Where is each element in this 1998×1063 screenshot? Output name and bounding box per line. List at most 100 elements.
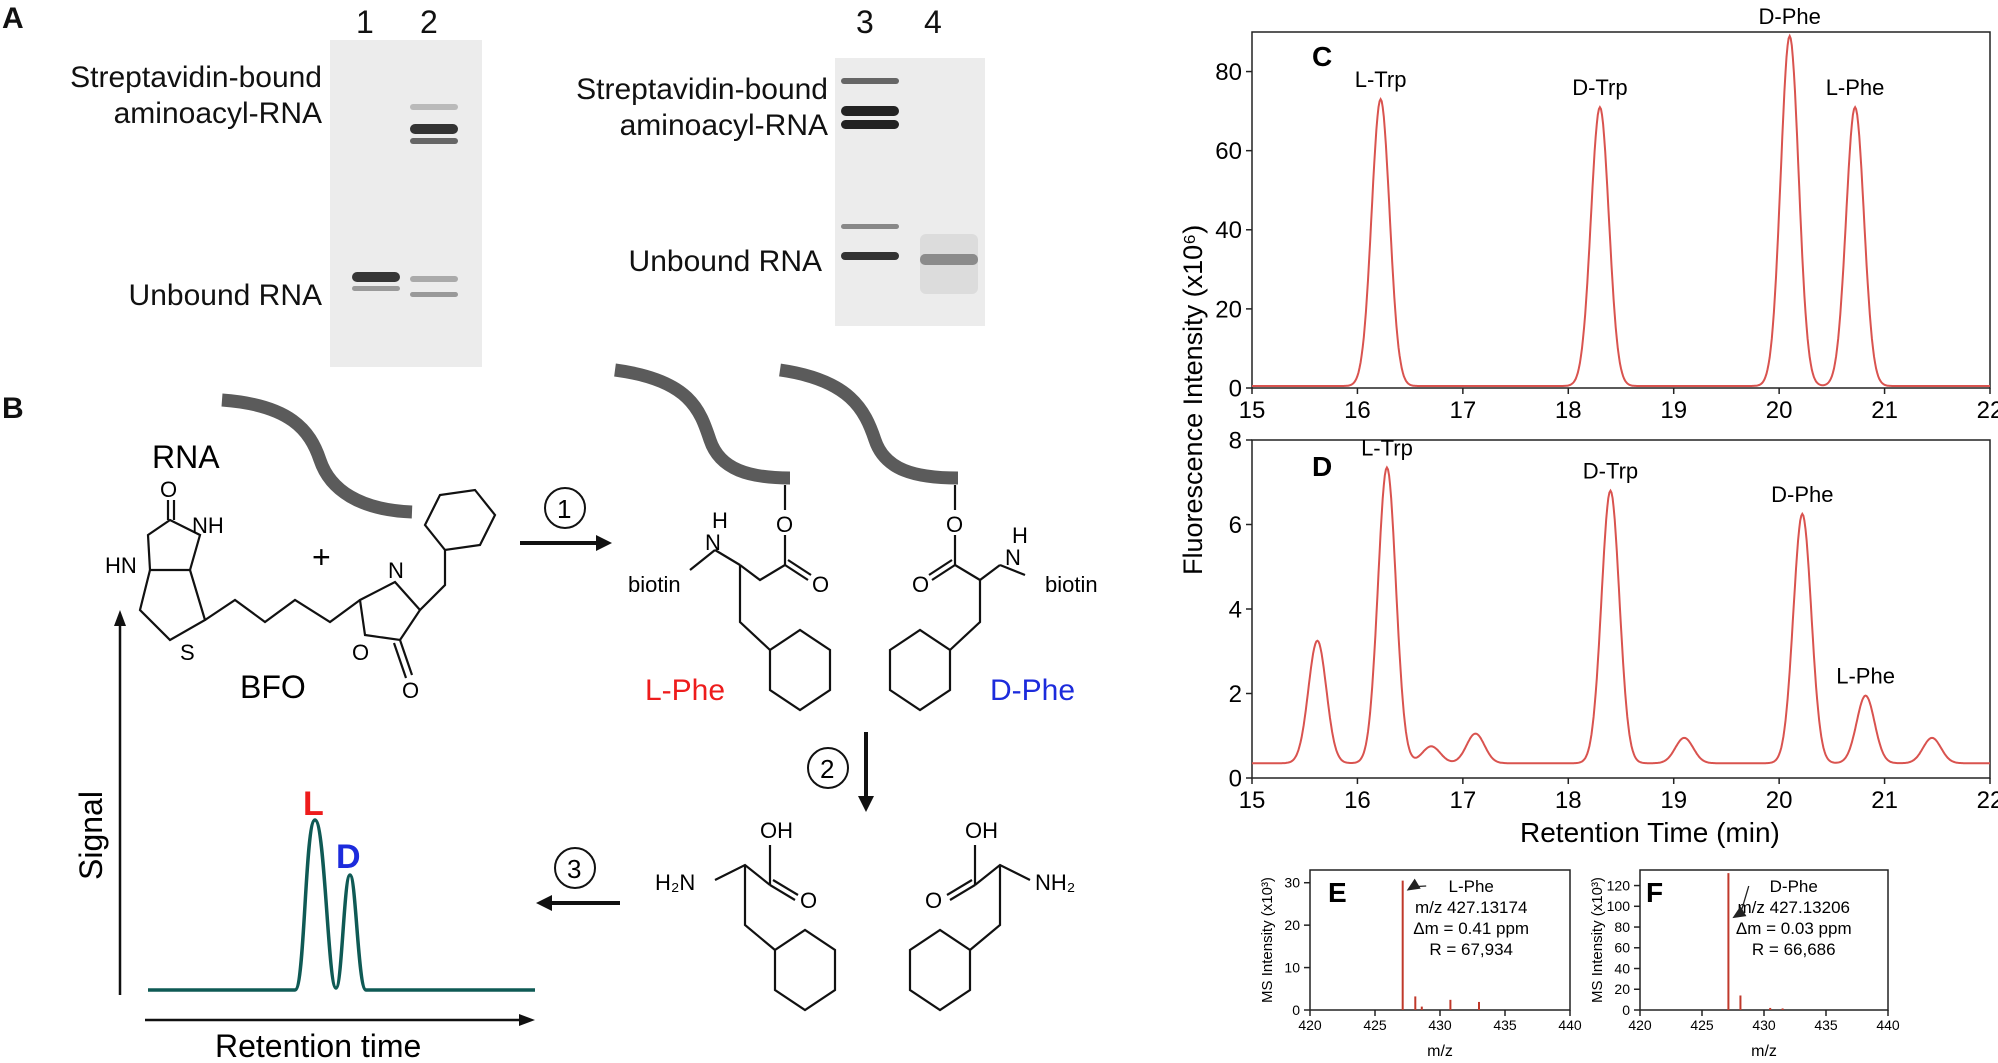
gel-left-bound-line2: aminoacyl-RNA (113, 97, 322, 130)
chart-f-ytick-label-0: 0 (1622, 1002, 1630, 1018)
chart-d-peak-label-1: L-Trp (1361, 435, 1413, 460)
chart-c-peak-label-2: D-Phe (1759, 4, 1821, 29)
chart-e-annotation-0: L-Phe (1449, 877, 1494, 896)
chart-e-ytick-label-3: 30 (1284, 875, 1300, 891)
chart-c-ytick-label-2: 40 (1215, 217, 1242, 244)
bfo-o-ring: O (352, 640, 369, 665)
chart-d-xtick-label-7: 22 (1977, 787, 1998, 814)
chart-c-peak-label-0: L-Trp (1355, 67, 1407, 92)
free-d-phe-structure (908, 845, 1031, 1012)
chart-c-xtick-label-3: 18 (1555, 397, 1582, 424)
cartoon-trace (148, 818, 535, 992)
chart-e-ylabel: MS Intensity (x10³) (1259, 877, 1276, 1003)
gel-right-bound-line1: Streptavidin-bound (576, 73, 828, 106)
chart-e-annotation-arrowhead (1406, 878, 1421, 891)
charts-svg: Fluorescence Intensity (x10⁶) Retention … (1178, 4, 1998, 1060)
band-lane4-smear (920, 234, 978, 294)
chart-f-annotation-3: R = 66,686 (1752, 940, 1836, 959)
gel-left-bound-line1: Streptavidin-bound (70, 61, 322, 94)
step2-number: 2 (820, 754, 834, 784)
bfo-s-atom: S (180, 640, 195, 665)
chart-f-ytick-label-5: 100 (1607, 898, 1631, 914)
band-lane2-unbound (410, 276, 458, 282)
chart-c-xtick-label-5: 20 (1766, 397, 1793, 424)
step3-number: 3 (567, 854, 581, 884)
rna-strand-product-d (779, 363, 959, 485)
chart-f-ytick-label-3: 60 (1614, 940, 1630, 956)
chart-c-ytick-label-0: 0 (1229, 375, 1242, 402)
chart-c-frame (1251, 31, 1991, 389)
band-lane3-unbound (841, 252, 899, 260)
step1-number: 1 (557, 494, 571, 524)
chart-d-xtick-label-6: 21 (1871, 787, 1898, 814)
l-ester-n: N (705, 530, 721, 555)
chart-f-annotation-1: m/z 427.13206 (1738, 898, 1850, 917)
chart-d-xtick-label-3: 18 (1555, 787, 1582, 814)
chart-e-xtick-label-4: 440 (1558, 1017, 1582, 1033)
chart-c-xtick-label-2: 17 (1450, 397, 1477, 424)
chart-d-xtick-label-5: 20 (1766, 787, 1793, 814)
bfo-n-atom: N (388, 558, 404, 583)
cartoon-xlabel: Retention time (215, 1028, 421, 1063)
lane-number-4: 4 (924, 4, 942, 40)
gel-right-bound-line2: aminoacyl-RNA (619, 109, 828, 142)
step1-circle (544, 487, 586, 529)
gel-left-unbound-label: Unbound RNA (128, 279, 322, 312)
chart-e-xlabel: m/z (1427, 1043, 1453, 1060)
chart-d-trace (1252, 465, 1990, 765)
bfo-o-carbonyl: O (402, 678, 419, 703)
free-l-phe-structure (714, 845, 837, 1012)
bfo-nh-atom: NH (192, 513, 224, 538)
chart-f-ytick-label-6: 120 (1607, 877, 1631, 893)
bfo-o-atom: O (160, 477, 177, 502)
d-ester-n: N (1005, 545, 1021, 570)
chart-d-peak-label-7: L-Phe (1836, 664, 1895, 689)
chart-c-xtick-label-7: 22 (1977, 397, 1998, 424)
chart-d-frame (1251, 439, 1991, 779)
d-ester-h: H (1012, 523, 1028, 548)
chart-c-ytick-label-4: 80 (1215, 59, 1242, 86)
l-ester-o: O (776, 512, 793, 537)
band-lane3-bound (841, 106, 899, 116)
panel-label-d: D (1312, 451, 1332, 482)
chart-f-xlabel: m/z (1751, 1043, 1777, 1060)
chart-e-xtick-label-1: 425 (1363, 1017, 1387, 1033)
band-lane2-unbound-2 (410, 292, 458, 297)
cartoon-peak-l: L (303, 785, 324, 823)
band-lane3-bound-2 (841, 120, 899, 129)
rna-strand-product-l (614, 363, 791, 485)
d-ester-o2: O (912, 572, 929, 597)
chart-d-xtick-label-4: 19 (1660, 787, 1687, 814)
chart-e-ytick-label-1: 10 (1284, 959, 1300, 975)
free-l-h2n: H₂N (655, 870, 695, 895)
step2-circle (807, 747, 849, 789)
bfo-label: BFO (240, 669, 306, 705)
rna-strand-reactant (221, 393, 413, 519)
chart-c-peak-label-3: L-Phe (1826, 75, 1885, 100)
gel-right-unbound-label: Unbound RNA (628, 245, 822, 278)
chart-c-xtick-label-4: 19 (1660, 397, 1687, 424)
chart-f-ylabel: MS Intensity (x10³) (1589, 877, 1606, 1003)
shared-ylabel: Fluorescence Intensity (x10⁶) (1178, 225, 1208, 575)
chart-e-xtick-label-3: 435 (1493, 1017, 1517, 1033)
chart-d-ytick-label-1: 2 (1229, 681, 1242, 708)
chart-f-annotation-arrowhead (1732, 906, 1747, 919)
chart-f-annotation-2: Δm = 0.03 ppm (1736, 919, 1852, 938)
chart-e-xtick-label-2: 430 (1428, 1017, 1452, 1033)
band-lane3-unbound-faint (841, 224, 899, 229)
chart-f-ytick-label-1: 20 (1614, 981, 1630, 997)
bfo-structure (138, 488, 497, 679)
chart-c-xtick-label-1: 16 (1344, 397, 1371, 424)
gel-right-bound-label: Streptavidin-bound aminoacyl-RNA (548, 72, 828, 144)
chart-f-ytick-label-2: 40 (1614, 960, 1630, 976)
plus-sign: + (312, 539, 331, 575)
chart-e-ytick-label-0: 0 (1292, 1002, 1300, 1018)
chart-d-xtick-label-2: 17 (1450, 787, 1477, 814)
chart-c-xtick-label-6: 21 (1871, 397, 1898, 424)
chart-d-xlabel: Retention Time (min) (1520, 817, 1780, 848)
chart-d-ytick-label-0: 0 (1229, 765, 1242, 792)
gel-image-right (835, 58, 985, 326)
band-lane2-bound-2 (410, 138, 458, 144)
l-phe-ester-structure (689, 485, 832, 712)
gel-image-left (330, 40, 482, 367)
